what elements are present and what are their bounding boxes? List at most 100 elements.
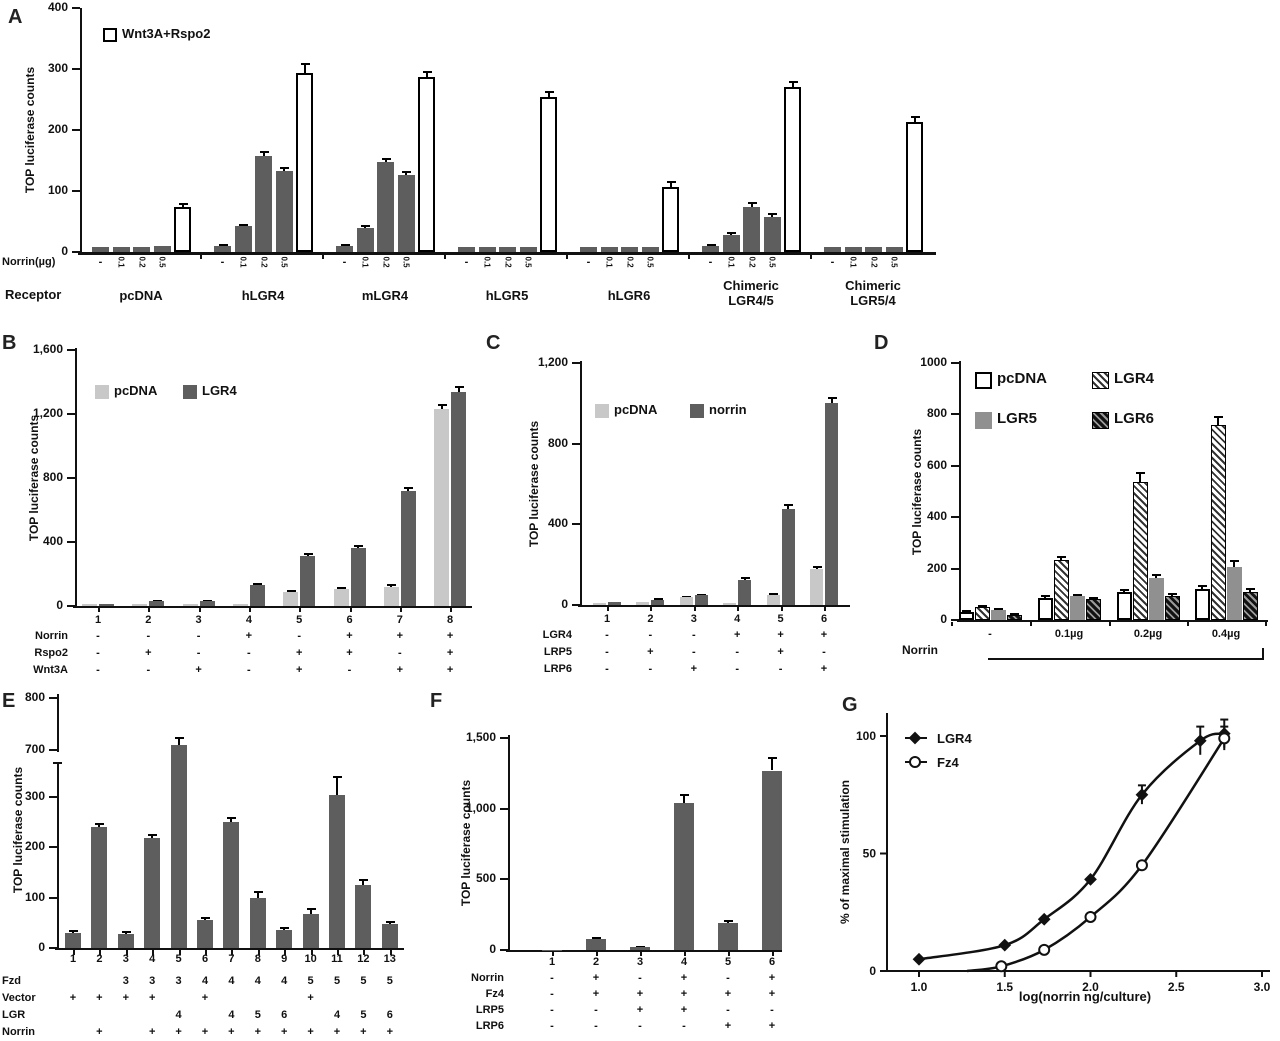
bar [738,579,752,605]
axis-line [1187,622,1189,626]
bar [1164,595,1180,620]
axis-line [737,607,740,611]
y-tick-label: 1,200 [32,406,63,420]
bar [1085,599,1101,620]
error-bar-line [230,818,233,823]
condition-row-label: Norrin [2,1026,35,1038]
norrin-dose-label: 0.1 [116,256,126,268]
error-bar-cap [121,931,131,934]
panel-a-norrin-row-label: Norrin(µg) [2,256,56,268]
norrin-dose-label: 0.1 [726,256,736,268]
error-bar-line [830,397,833,403]
error-bar-cap [402,171,411,174]
norrin-dose-label: 0.2µg [1133,628,1163,640]
condition-value: + [96,1026,103,1038]
condition-value: - [96,630,100,642]
condition-value: 4 [201,975,209,987]
bar [153,245,171,252]
error-bar-cap [280,927,290,930]
norrin-dose-label: 0.1 [238,256,248,268]
bar [182,603,198,606]
condition-value: + [592,972,600,984]
bar [1069,596,1085,620]
norrin-dose-label: 0.1 [604,256,614,268]
error-bar-cap [827,396,837,399]
error-bar-line [181,203,184,207]
condition-value: 5 [307,975,314,987]
bar [641,247,659,252]
error-bar-cap [812,566,822,569]
norrin-dose-label: - [342,256,347,268]
norrin-dose-label: 0.1 [848,256,858,268]
condition-value: + [280,1026,288,1038]
panel-g-x-axis-title: log(norrin ng/culture) [1018,989,1152,1004]
error-bar-line [309,908,312,914]
axis-line [951,464,959,467]
error-bar-cap [1010,613,1019,616]
condition-value: 5 [386,975,393,987]
error-bar-line [1044,596,1046,599]
lane-number: 2 [592,956,600,968]
y-tick-label: 200 [926,560,947,575]
error-bar-line [771,758,773,771]
bar [91,827,108,948]
lane-number: 10 [304,953,317,965]
error-bar-cap [1041,595,1050,598]
norrin-dose-label: - [220,256,225,268]
condition-value: - [648,663,653,675]
legend-label: LGR4 [937,731,972,746]
axis-line [500,878,508,881]
error-bar-line [440,405,443,410]
bar [1037,598,1053,620]
error-bar-cap [682,595,692,598]
error-bar-cap [1246,588,1255,591]
y-tick-label: 300 [24,789,45,804]
error-bar-cap [381,157,391,160]
axis-line [80,8,82,253]
error-bar-line [1171,593,1173,596]
error-bar-line [1060,556,1062,560]
bar [621,247,638,252]
y-tick-label: 100 [47,183,68,197]
condition-row-label: LRP6 [543,663,572,675]
y-tick-label: 1000 [920,355,947,369]
bar [451,391,467,606]
error-bar-cap [227,817,237,820]
condition-value: - [196,630,201,642]
error-bar-line [750,203,753,207]
condition-value: - [550,1004,554,1016]
bar [580,247,597,252]
bar [586,938,606,950]
bar [296,73,313,252]
axis-line [49,749,57,751]
condition-value: - [347,664,352,676]
error-bar-cap [333,775,342,778]
condition-value: - [638,1020,642,1032]
error-bar-line [388,921,391,925]
bar [356,228,374,252]
lane-number: 12 [357,953,370,965]
legend-swatch [95,385,109,399]
error-bar-cap [768,212,777,215]
axis-line [572,442,580,445]
legend-swatch [103,28,117,42]
bar [662,186,679,252]
condition-value: + [228,1026,235,1038]
y-tick-label: 100 [856,729,876,743]
axis-line [178,950,181,955]
panel-g-label: G [842,694,858,716]
condition-value: + [446,664,454,676]
axis-line [951,516,959,519]
condition-value: - [397,647,402,659]
condition-value: + [592,988,600,1000]
axis-line [951,622,953,626]
error-bar-cap [253,583,263,586]
bar [458,247,475,252]
legend-label: norrin [709,402,747,417]
bar [762,770,782,950]
panel-e-label: E [2,690,16,712]
panel-c-label: C [486,332,501,354]
condition-value: + [446,630,454,642]
bar [781,509,795,605]
axis-line [810,254,812,259]
